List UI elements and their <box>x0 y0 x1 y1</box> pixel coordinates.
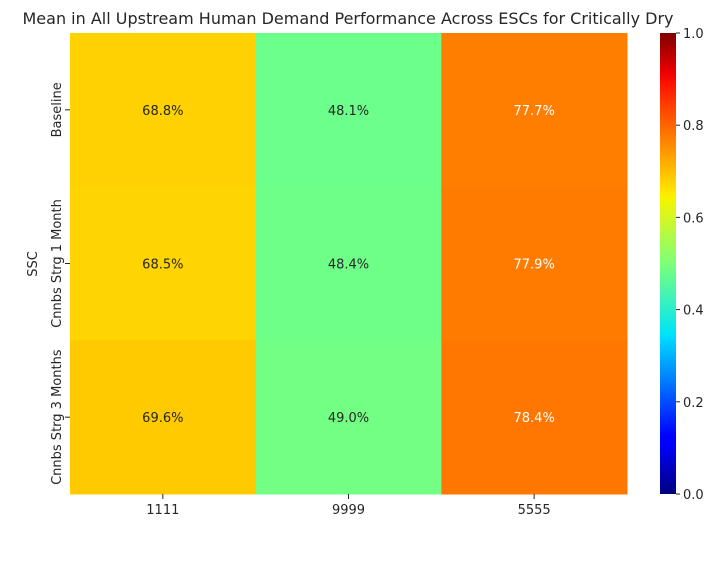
cell-annotation: 78.4% <box>514 411 555 426</box>
cell-annotation: 77.9% <box>514 258 555 273</box>
y-tick-label: Baseline <box>50 82 65 137</box>
heatmap-cell <box>441 186 628 341</box>
colorbar-tick-label: 0.2 <box>683 396 704 411</box>
heatmap-cell <box>70 340 257 495</box>
colorbar-tick-label: 0.0 <box>683 488 704 503</box>
heatmap-cell <box>255 186 442 341</box>
heatmap-cell <box>441 33 628 188</box>
y-axis-label: SSC <box>26 251 41 277</box>
x-tick-label: 5555 <box>518 503 551 518</box>
chart-title: Mean in All Upstream Human Demand Perfor… <box>22 9 673 28</box>
heatmap-cell <box>70 186 257 341</box>
cell-annotation: 77.7% <box>514 104 555 119</box>
cell-annotation: 48.4% <box>328 258 369 273</box>
colorbar-tick-label: 0.4 <box>683 304 704 319</box>
cell-annotation: 68.8% <box>142 104 183 119</box>
y-tick-label: Cnnbs Strg 1 Month <box>50 199 65 328</box>
y-tick-label: Cnnbs Strg 3 Months <box>50 349 65 485</box>
cell-annotations: 68.8% 48.1% 77.7% 68.5% 48.4% 77.9% 69.6% 49.0%… <box>142 104 555 426</box>
x-tick-label: 9999 <box>332 503 365 518</box>
cell-annotation: 68.5% <box>142 258 183 273</box>
heatmap-cell <box>255 340 442 495</box>
cell-annotation: 48.1% <box>328 104 369 119</box>
heatmap-cell <box>70 33 257 188</box>
colorbar <box>660 33 676 494</box>
x-axis: 1111 9999 5555 <box>146 494 551 518</box>
y-axis: Baseline Cnnbs Strg 1 Month Cnnbs Strg 3 M… <box>50 82 70 485</box>
colorbar-tick-label: 0.8 <box>683 119 704 134</box>
cell-annotation: 49.0% <box>328 411 369 426</box>
colorbar-tick-label: 0.6 <box>683 211 704 226</box>
colorbar-tick-label: 1.0 <box>683 27 704 42</box>
heatmap-cell <box>255 33 442 188</box>
x-tick-label: 1111 <box>146 503 179 518</box>
cell-annotation: 69.6% <box>142 411 183 426</box>
heatmap-cells <box>70 33 628 495</box>
colorbar-ticks: 0.0 0.2 0.4 0.6 0.8 1.0 <box>676 27 704 503</box>
heatmap-cell <box>441 340 628 495</box>
